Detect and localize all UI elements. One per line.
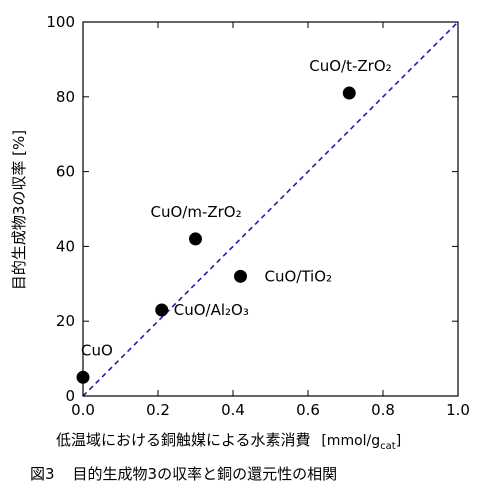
data-point [342, 86, 356, 100]
y-tick-label: 0 [65, 387, 75, 405]
x-tick-label: 0.0 [71, 401, 95, 419]
data-point [155, 303, 169, 317]
x-axis-unit-prefix: [mmol/g [321, 433, 380, 449]
ticks-layer: 0.0 0.2 0.4 0.6 0.8 1.0 0 20 40 60 80 100 [46, 13, 470, 419]
x-axis-label-main: 低温域における銅触媒による水素消費 [56, 431, 311, 449]
axes-layer [82, 21, 459, 397]
point-labels-layer: CuO CuO/Al₂O₃ CuO/m-ZrO₂ CuO/TiO₂ CuO/t-ZrO₂ [81, 57, 392, 359]
figure-caption-text: 目的生成物3の収率と銅の還元性の相関 [72, 465, 338, 483]
y-tick-label: 40 [56, 237, 75, 255]
x-tick-label: 0.4 [221, 401, 245, 419]
data-point-label: CuO [81, 341, 113, 359]
y-tick-label: 100 [46, 13, 75, 31]
y-tick-label: 60 [56, 163, 75, 181]
data-point-label: CuO/m-ZrO₂ [151, 203, 242, 221]
data-point [76, 370, 90, 384]
x-tick-label: 1.0 [446, 401, 470, 419]
points-layer [76, 86, 356, 384]
x-tick-label: 0.2 [146, 401, 170, 419]
data-point-label: CuO/t-ZrO₂ [309, 57, 391, 75]
scatter-chart: 0.0 0.2 0.4 0.6 0.8 1.0 0 20 40 60 80 100 CuO CuO/Al… [10, 13, 470, 452]
plot-frame [82, 21, 459, 397]
x-axis-label: 低温域における銅触媒による水素消費 [mmol/gcat] [56, 431, 401, 452]
x-tick-label: 0.6 [296, 401, 320, 419]
reference-line-layer [82, 21, 459, 397]
data-point [189, 232, 202, 246]
x-tick-label: 0.8 [371, 401, 395, 419]
y-axis-label: 目的生成物3の収率 [%] [10, 130, 28, 290]
reference-line [82, 21, 459, 397]
data-point-label: CuO/TiO₂ [265, 267, 333, 285]
x-axis-unit-sub: cat [380, 441, 396, 452]
x-axis-unit-suffix: ] [396, 433, 401, 449]
figure-caption: 図3 目的生成物3の収率と銅の還元性の相関 [30, 463, 337, 484]
y-tick-label: 20 [56, 312, 75, 330]
data-point-label: CuO/Al₂O₃ [174, 301, 249, 319]
data-point [234, 269, 247, 283]
y-tick-label: 80 [56, 88, 75, 106]
figure-number: 図3 [30, 465, 55, 483]
